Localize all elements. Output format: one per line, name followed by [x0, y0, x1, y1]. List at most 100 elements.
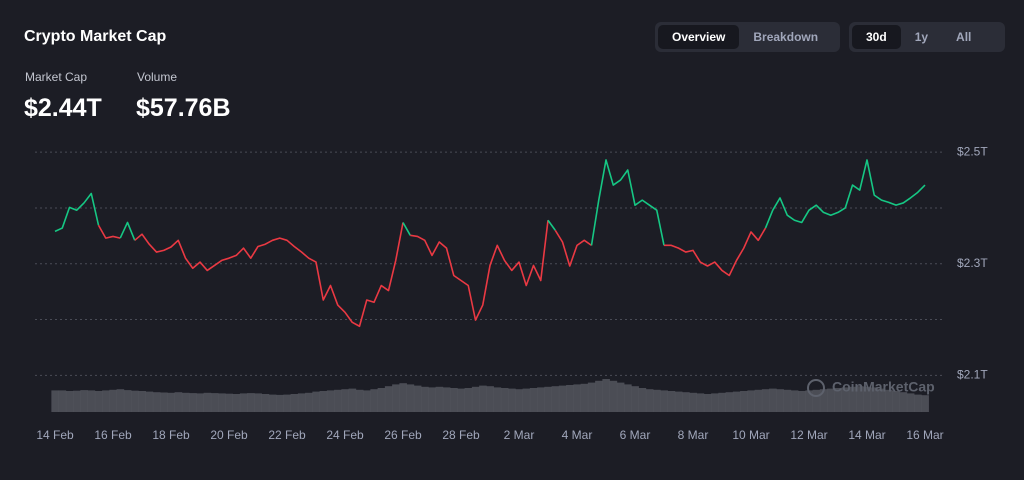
volume-bar — [616, 382, 625, 412]
volume-bar — [232, 394, 241, 412]
volume-bar — [290, 394, 299, 412]
card-title: Crypto Market Cap — [24, 28, 167, 45]
volume-bar — [406, 384, 415, 412]
range-tabs: 30d 1y All — [849, 22, 1005, 52]
volume-bar — [892, 391, 900, 412]
volume-bar — [667, 391, 676, 412]
x-tick-label: 14 Mar — [848, 428, 885, 442]
volume-bar — [834, 388, 842, 412]
volume-bar — [500, 388, 509, 412]
x-tick-label: 20 Feb — [210, 428, 248, 442]
volume-bar — [138, 391, 146, 412]
volume-bar — [65, 391, 74, 412]
x-tick-label: 18 Feb — [152, 428, 190, 442]
volume-bar — [247, 393, 255, 412]
volume-bar — [363, 390, 371, 412]
volume-bar — [877, 388, 886, 412]
volume-bar — [914, 394, 922, 412]
volume-bar — [73, 390, 81, 412]
tab[interactable]: Breakdown — [753, 30, 819, 44]
volume-bar — [906, 393, 915, 412]
volume-bar — [450, 388, 458, 412]
price-line — [554, 229, 592, 267]
volume-bar — [58, 390, 67, 412]
tab[interactable]: All — [956, 30, 972, 44]
volume-bar — [268, 394, 277, 412]
tab[interactable]: 30d — [852, 25, 901, 49]
price-line — [402, 222, 411, 236]
x-tick-label: 4 Mar — [562, 428, 593, 442]
volume-bar — [899, 392, 908, 412]
volume-bar — [740, 391, 748, 412]
y-tick-label: $2.5T — [957, 144, 988, 158]
volume-bar — [341, 389, 349, 412]
volume-bar — [805, 390, 813, 412]
volume-bar — [392, 384, 400, 412]
volume-bar — [167, 392, 175, 412]
y-tick-label: $2.3T — [957, 256, 988, 270]
volume-bar — [51, 390, 59, 412]
volume-bar — [210, 393, 219, 412]
stat-value: $2.44T — [24, 94, 102, 122]
volume-bar — [558, 385, 567, 412]
x-tick-label: 24 Feb — [326, 428, 364, 442]
volume-bar — [609, 380, 618, 412]
volume-bar — [725, 392, 734, 412]
volume-bar — [856, 386, 864, 412]
volume-bar — [116, 389, 125, 412]
volume-bar — [790, 390, 799, 412]
volume-bar — [660, 390, 668, 412]
x-tick-label: 14 Feb — [36, 428, 74, 442]
volume-bar — [573, 384, 581, 412]
volume-bar — [276, 394, 284, 412]
price-line — [664, 227, 767, 277]
price-line — [764, 159, 926, 229]
volume-bar — [827, 388, 835, 412]
volume-bar — [355, 389, 364, 412]
volume-bar — [377, 388, 386, 412]
volume-bar — [841, 387, 850, 412]
price-line — [410, 220, 549, 321]
volume-bar — [283, 394, 291, 412]
volume-bar — [94, 391, 103, 412]
y-tick-label: $2.1T — [957, 368, 988, 382]
volume-bar — [870, 387, 879, 412]
x-tick-label: 28 Feb — [442, 428, 480, 442]
volume-bar — [711, 393, 719, 412]
volume-bar — [189, 393, 197, 412]
tab[interactable]: Overview — [658, 25, 740, 49]
volume-bar — [312, 391, 320, 412]
volume-bar — [595, 380, 603, 412]
volume-bar — [225, 393, 233, 412]
volume-bar — [421, 386, 429, 412]
volume-bar — [334, 389, 342, 412]
volume-bar — [442, 387, 451, 412]
volume-bar — [653, 389, 661, 412]
volume-bar — [645, 389, 654, 412]
volume-bar — [776, 389, 784, 412]
volume-bar — [682, 392, 690, 412]
volume-bar — [754, 389, 763, 412]
volume-bar — [109, 389, 117, 412]
volume-bar — [348, 388, 357, 412]
tab[interactable]: 1y — [914, 30, 929, 44]
x-tick-label: 12 Mar — [790, 428, 827, 442]
volume-bar — [370, 389, 378, 412]
volume-bar — [471, 386, 480, 412]
volume-bar — [537, 387, 545, 412]
volume-bar — [326, 390, 335, 412]
price-line — [119, 221, 136, 241]
volume-bar — [812, 389, 821, 412]
price-line — [97, 224, 121, 239]
price-line — [54, 192, 100, 233]
volume-bar — [486, 386, 494, 412]
volume-bar — [493, 387, 502, 412]
volume-bar — [544, 386, 552, 412]
volume-bar — [319, 391, 328, 412]
volume-bar — [696, 393, 705, 412]
volume-bar — [624, 384, 632, 412]
stat-label: Volume — [137, 70, 178, 84]
volume-bar — [602, 379, 610, 412]
volume-bar — [413, 385, 422, 412]
volume-bar — [239, 393, 248, 412]
